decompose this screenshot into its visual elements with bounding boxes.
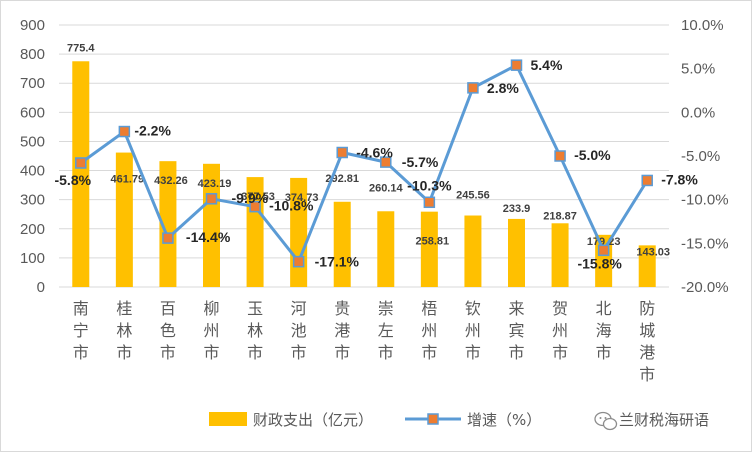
category-label: 河池市	[291, 299, 307, 362]
legend-bar-label: 财政支出（亿元）	[253, 411, 373, 429]
bar	[464, 215, 482, 287]
growth-line	[79, 63, 649, 264]
line-data-label: -5.0%	[574, 147, 611, 163]
line-marker	[641, 174, 653, 187]
watermark: 兰财税海研语	[594, 411, 709, 431]
left-tick-label: 600	[20, 104, 45, 121]
line-data-label: 2.8%	[487, 80, 519, 96]
watermark-text: 兰财税海研语	[619, 411, 709, 429]
bar	[638, 245, 656, 287]
category-label: 北海市	[596, 299, 612, 362]
line-data-labels: -5.8% -2.2% -14.4% -9.9% -10.8% -17.1% -4.6% -5…	[54, 57, 698, 271]
wechat-icon	[594, 411, 618, 431]
category-label: 贵港市	[334, 299, 350, 362]
line-marker	[423, 196, 436, 209]
bar	[420, 211, 438, 287]
category-label: 来宾市	[508, 299, 524, 362]
right-tick-label: 10.0%	[681, 17, 724, 34]
line-data-label: -15.8%	[577, 255, 622, 271]
legend: 财政支出（亿元） 增速（%）	[209, 411, 541, 429]
line-marker	[554, 150, 566, 162]
left-tick-label: 100	[20, 250, 45, 267]
line-marker	[249, 200, 261, 213]
line-series	[75, 59, 653, 268]
line-marker	[467, 82, 479, 94]
bar	[377, 211, 395, 287]
bar-data-label: 423.19	[198, 178, 232, 190]
category-label: 钦州市	[465, 299, 481, 362]
category-label: 梧州市	[421, 299, 437, 362]
left-tick-label: 400	[20, 163, 45, 180]
line-marker	[597, 244, 610, 257]
left-tick-label: 500	[20, 133, 45, 150]
right-tick-label: -10.0%	[681, 192, 729, 209]
line-marker	[380, 156, 392, 168]
line-data-label: -10.8%	[269, 198, 314, 214]
left-tick-label: 0	[37, 279, 45, 296]
legend-line-marker	[427, 413, 439, 425]
bar-data-label: 775.4	[67, 42, 95, 54]
line-data-label: -17.1%	[315, 254, 360, 270]
line-marker	[162, 232, 174, 244]
left-axis-ticks: 0 100 200 300 400 500 600 700 800 900	[20, 17, 45, 296]
left-tick-label: 900	[20, 17, 45, 34]
right-tick-label: -15.0%	[681, 235, 729, 252]
line-data-label: -2.2%	[134, 123, 171, 139]
bar-data-label: 218.87	[543, 210, 577, 222]
right-tick-label: 5.0%	[681, 61, 715, 78]
category-label: 桂林市	[116, 299, 132, 362]
bar	[115, 152, 133, 287]
right-tick-label: -5.0%	[681, 148, 720, 165]
bar-data-label: 245.56	[456, 190, 490, 202]
right-tick-label: 0.0%	[681, 104, 715, 121]
bar-data-label: 461.79	[111, 174, 145, 186]
line-data-label: -5.8%	[54, 172, 91, 188]
category-label: 崇左市	[378, 299, 394, 362]
bar	[72, 61, 90, 287]
line-marker	[205, 193, 218, 205]
left-tick-label: 300	[20, 192, 45, 209]
line-marker	[510, 59, 523, 71]
bar	[333, 201, 351, 287]
category-label: 玉林市	[247, 299, 263, 362]
bar-data-label: 233.9	[503, 203, 531, 215]
line-marker	[118, 125, 131, 138]
bar-data-label: 374.73	[285, 192, 319, 204]
bar-data-label: 377.53	[241, 191, 275, 203]
category-label: 百色市	[160, 299, 176, 362]
bar	[551, 223, 569, 287]
right-axis-ticks: -20.0% -15.0% -10.0% -5.0% 0.0% 5.0% 10.0%	[681, 17, 729, 296]
left-tick-label: 800	[20, 46, 45, 63]
line-data-label: 5.4%	[531, 57, 563, 73]
left-tick-label: 200	[20, 221, 45, 238]
category-label: 柳州市	[203, 299, 219, 362]
line-marker	[336, 146, 348, 159]
line-data-label: -10.3%	[407, 177, 452, 193]
line-data-label: -4.6%	[356, 145, 393, 161]
line-data-label: -14.4%	[186, 229, 231, 245]
category-label: 南宁市	[73, 299, 89, 362]
bar-data-label: 432.26	[154, 175, 188, 187]
bar-data-label: 260.14	[369, 182, 404, 194]
legend-bar-swatch	[209, 412, 247, 426]
bar-data-label: 143.03	[636, 246, 670, 258]
legend-line-label: 增速（%）	[467, 411, 541, 429]
left-tick-label: 700	[20, 75, 45, 92]
bar	[508, 218, 525, 287]
bar	[159, 161, 177, 287]
right-tick-label: -20.0%	[681, 279, 729, 296]
category-labels: 南宁市 桂林市 百色市 柳州市 玉林市 河池市 贵港市 崇左市 梧州市 钦州市 来宾市 贺州市 北海市 防…	[73, 299, 655, 384]
category-label: 贺州市	[552, 299, 568, 362]
bar-data-label: 258.81	[416, 236, 450, 248]
line-marker	[292, 255, 305, 268]
category-label: 防城港市	[639, 299, 655, 384]
line-data-label: -7.8%	[661, 171, 698, 187]
line-marker	[75, 157, 87, 169]
line-data-label: -9.9%	[232, 190, 269, 206]
line-data-label: -5.7%	[402, 154, 439, 170]
